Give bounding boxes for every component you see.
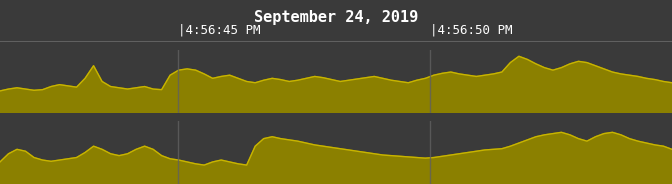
Text: September 24, 2019: September 24, 2019 — [254, 10, 418, 25]
Text: |4:56:45 PM: |4:56:45 PM — [178, 23, 261, 36]
Text: |4:56:50 PM: |4:56:50 PM — [430, 23, 513, 36]
